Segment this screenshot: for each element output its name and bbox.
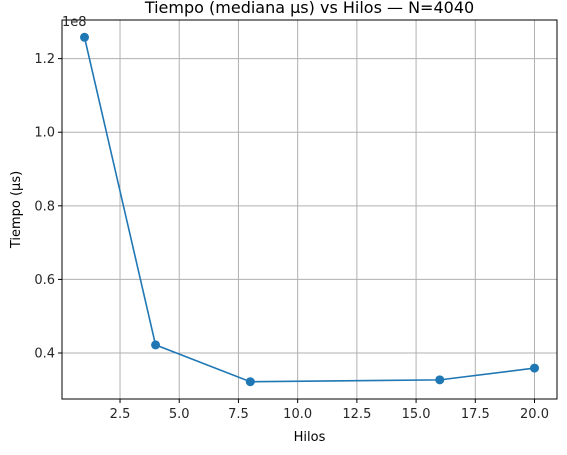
y-axis-label: Tiempo (µs) xyxy=(9,171,24,249)
x-axis-label: Hilos xyxy=(294,430,326,445)
plot-frame xyxy=(61,19,558,400)
data-point xyxy=(80,32,89,42)
data-point xyxy=(151,340,161,350)
grid xyxy=(62,20,557,399)
y-tick-label: 1.2 xyxy=(34,52,55,67)
x-tick-label: 12.5 xyxy=(342,407,371,422)
x-tick-label: 17.5 xyxy=(461,407,490,422)
chart-title: Tiempo (mediana µs) vs Hilos — N=4040 xyxy=(144,0,474,17)
x-axis: 2.5 5.0 7.5 10.0 12.5 15.0 17.5 20.0 xyxy=(110,399,549,422)
x-tick-label: 2.5 xyxy=(110,407,131,422)
x-tick-label: 7.5 xyxy=(228,407,249,422)
x-tick-label: 10.0 xyxy=(283,407,312,422)
y-offset-text: 1e8 xyxy=(62,15,87,30)
y-axis: 0.4 0.6 0.8 1.0 1.2 xyxy=(34,52,62,362)
data-point xyxy=(435,375,445,385)
y-tick-label: 0.8 xyxy=(34,199,55,214)
x-tick-label: 15.0 xyxy=(402,407,431,422)
y-tick-label: 0.4 xyxy=(34,347,55,362)
y-tick-label: 0.6 xyxy=(34,273,55,288)
series-group xyxy=(80,32,539,387)
plot-area xyxy=(62,20,557,399)
data-point xyxy=(245,377,255,387)
x-tick-label: 20.0 xyxy=(520,407,549,422)
data-point xyxy=(530,363,539,373)
y-tick-label: 1.0 xyxy=(34,126,55,141)
x-tick-label: 5.0 xyxy=(169,407,190,422)
